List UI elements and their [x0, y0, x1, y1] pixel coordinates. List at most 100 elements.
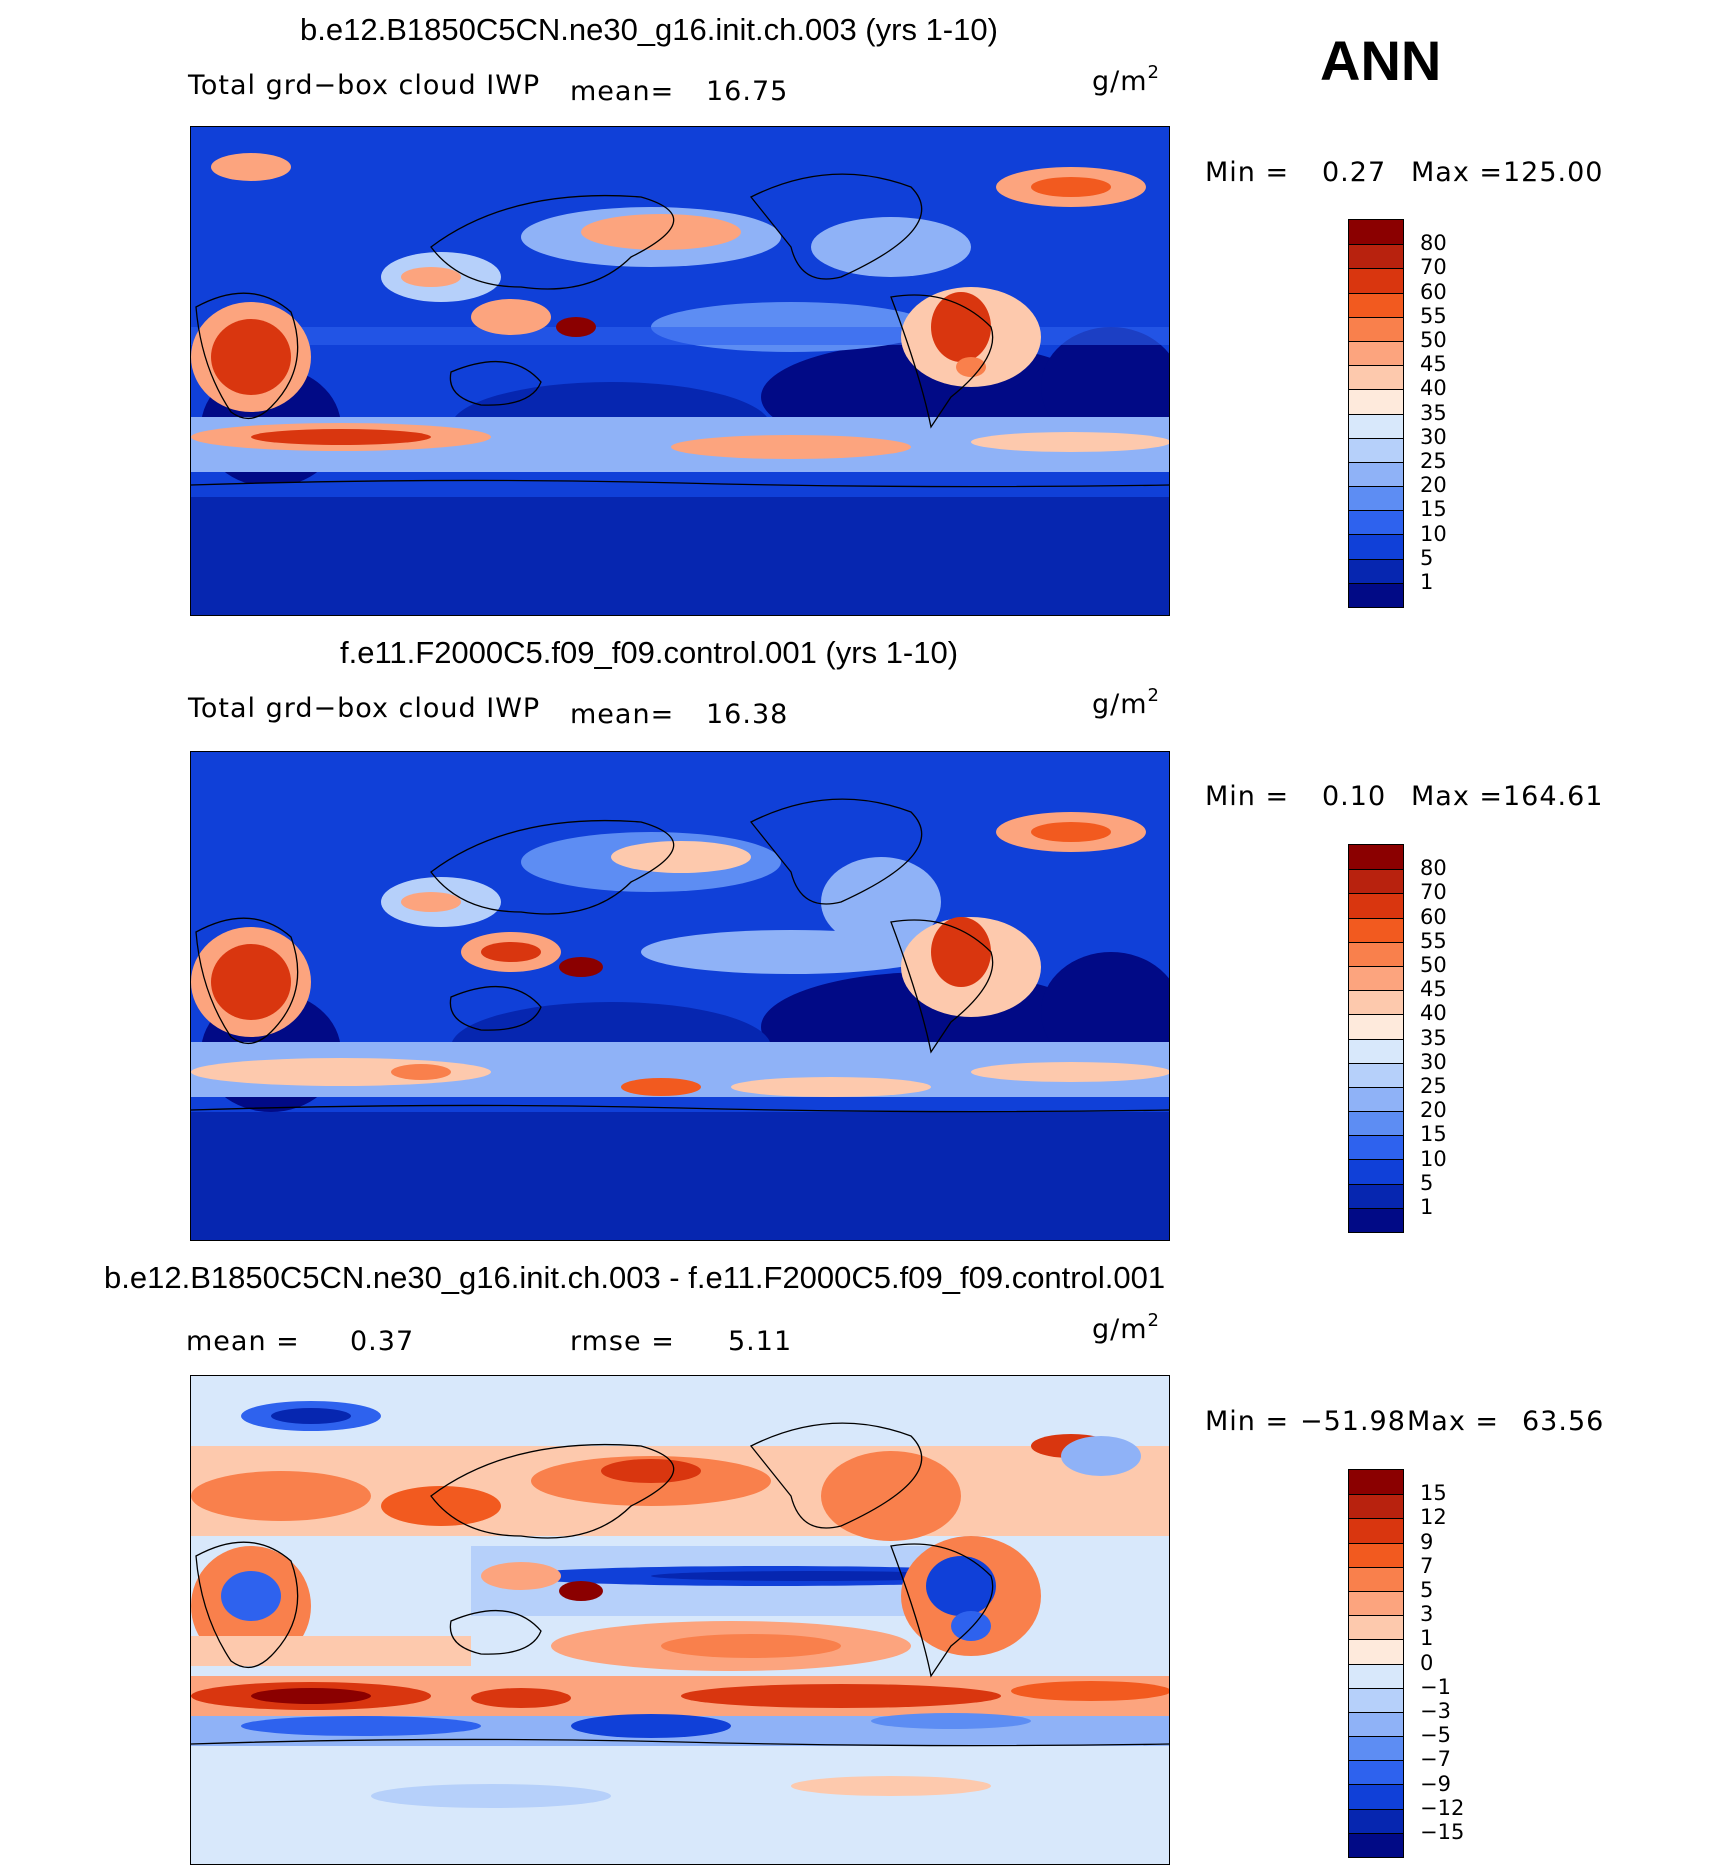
panel1-map-field — [191, 127, 1169, 615]
legend-swatch — [1349, 220, 1403, 245]
legend-swatch — [1349, 1542, 1403, 1567]
legend-swatch — [1349, 1207, 1403, 1232]
legend-swatch — [1349, 1711, 1403, 1737]
panel3-rmse-label: rmse = — [570, 1326, 675, 1357]
legend-swatch — [1349, 893, 1403, 918]
panel2-map — [190, 751, 1170, 1241]
panel2-legend-bar — [1348, 844, 1404, 1233]
legend-swatch — [1349, 1183, 1403, 1208]
legend-swatch — [1349, 1086, 1403, 1112]
legend-swatch — [1349, 917, 1403, 942]
legend-tick-label: 70 — [1420, 255, 1447, 280]
panel3-min-value: −51.98 — [1300, 1406, 1406, 1437]
legend-swatch — [1349, 1760, 1403, 1785]
panel1-min-label: Min = — [1205, 157, 1290, 188]
panel3-mean-label: mean = — [186, 1326, 300, 1357]
legend-tick-label: −1 — [1420, 1674, 1451, 1699]
legend-swatch — [1349, 845, 1403, 870]
panel1-min-value: 0.27 — [1322, 157, 1387, 188]
legend-tick-label: 15 — [1420, 497, 1447, 522]
legend-tick-label: 25 — [1420, 449, 1447, 473]
legend-tick-label: −9 — [1420, 1771, 1451, 1796]
panel3-max-value: 63.56 — [1522, 1406, 1605, 1437]
legend-tick-label: −7 — [1420, 1747, 1451, 1772]
panel2-max-label: Max = — [1411, 781, 1504, 812]
legend-swatch — [1349, 558, 1403, 583]
panel1-max-label: Max = — [1411, 157, 1504, 188]
legend-swatch — [1349, 1111, 1403, 1136]
panel2-units: g/m2 — [1092, 685, 1160, 720]
panel1-max-value: 125.00 — [1503, 157, 1604, 188]
panel2-max-value: 164.61 — [1503, 781, 1604, 812]
legend-swatch — [1349, 1038, 1403, 1063]
panel3-map — [190, 1375, 1170, 1865]
panel2-mean-label: mean= — [570, 699, 675, 730]
panel2-min-label: Min = — [1205, 781, 1290, 812]
legend-swatch — [1349, 413, 1403, 438]
panel2-map-field — [191, 752, 1169, 1240]
legend-tick-label: −12 — [1420, 1795, 1465, 1820]
legend-tick-label: 50 — [1420, 328, 1447, 352]
panel3-title: b.e12.B1850C5CN.ne30_g16.init.ch.003 - f… — [104, 1260, 1166, 1295]
panel2-mean-value: 16.38 — [706, 699, 789, 730]
legend-swatch — [1349, 534, 1403, 559]
legend-swatch — [1349, 869, 1403, 894]
legend-swatch — [1349, 1663, 1403, 1688]
legend-tick-label: 5 — [1420, 1578, 1434, 1602]
panel2-min-value: 0.10 — [1322, 781, 1387, 812]
legend-tick-label: 55 — [1420, 928, 1447, 953]
legend-tick-label: 1 — [1420, 1195, 1434, 1219]
legend-swatch — [1349, 1566, 1403, 1591]
legend-swatch — [1349, 316, 1403, 341]
panel3-max-label: Max = — [1407, 1406, 1500, 1437]
legend-tick-label: 5 — [1420, 1170, 1434, 1195]
legend-tick-label: 15 — [1420, 1122, 1447, 1147]
panel3-mean-value: 0.37 — [350, 1326, 415, 1357]
legend-swatch — [1349, 941, 1403, 966]
legend-tick-label: 35 — [1420, 1025, 1447, 1050]
legend-tick-label: −3 — [1420, 1699, 1451, 1723]
panel3-min-label: Min = — [1205, 1406, 1290, 1437]
panel1-map — [190, 126, 1170, 616]
legend-swatch — [1349, 268, 1403, 293]
legend-swatch — [1349, 1518, 1403, 1543]
panel1-units: g/m2 — [1092, 62, 1160, 97]
legend-tick-label: 30 — [1420, 424, 1447, 449]
panel3-map-field — [191, 1376, 1169, 1864]
legend-tick-label: 80 — [1420, 856, 1447, 881]
legend-tick-label: 30 — [1420, 1049, 1447, 1074]
legend-tick-label: 1 — [1420, 570, 1434, 594]
legend-swatch — [1349, 244, 1403, 269]
panel3-legend-bar — [1348, 1469, 1404, 1858]
legend-tick-label: 12 — [1420, 1505, 1447, 1530]
legend-swatch — [1349, 1159, 1403, 1184]
legend-tick-label: 10 — [1420, 521, 1447, 546]
legend-tick-label: 3 — [1420, 1602, 1434, 1627]
legend-swatch — [1349, 1832, 1403, 1857]
legend-swatch — [1349, 461, 1403, 487]
legend-tick-label: 60 — [1420, 279, 1447, 304]
legend-swatch — [1349, 1135, 1403, 1160]
legend-swatch — [1349, 1808, 1403, 1833]
legend-tick-label: 55 — [1420, 303, 1447, 328]
season-label: ANN — [1320, 29, 1442, 92]
legend-swatch — [1349, 582, 1403, 607]
legend-swatch — [1349, 1615, 1403, 1640]
legend-swatch — [1349, 1590, 1403, 1616]
legend-swatch — [1349, 1639, 1403, 1664]
legend-tick-label: 10 — [1420, 1146, 1447, 1171]
panel1-variable: Total grd−box cloud IWP — [188, 70, 541, 101]
legend-swatch — [1349, 486, 1403, 511]
legend-tick-label: 20 — [1420, 473, 1447, 498]
panel1-title: b.e12.B1850C5CN.ne30_g16.init.ch.003 (yr… — [300, 12, 998, 47]
legend-swatch — [1349, 365, 1403, 390]
legend-tick-label: 35 — [1420, 400, 1447, 425]
legend-swatch — [1349, 1784, 1403, 1809]
legend-tick-label: −5 — [1420, 1723, 1451, 1748]
legend-tick-label: 70 — [1420, 880, 1447, 905]
panel1-mean-value: 16.75 — [706, 76, 789, 107]
legend-swatch — [1349, 1014, 1403, 1039]
legend-tick-label: 80 — [1420, 231, 1447, 256]
legend-swatch — [1349, 1494, 1403, 1519]
legend-tick-label: 1 — [1420, 1626, 1434, 1651]
